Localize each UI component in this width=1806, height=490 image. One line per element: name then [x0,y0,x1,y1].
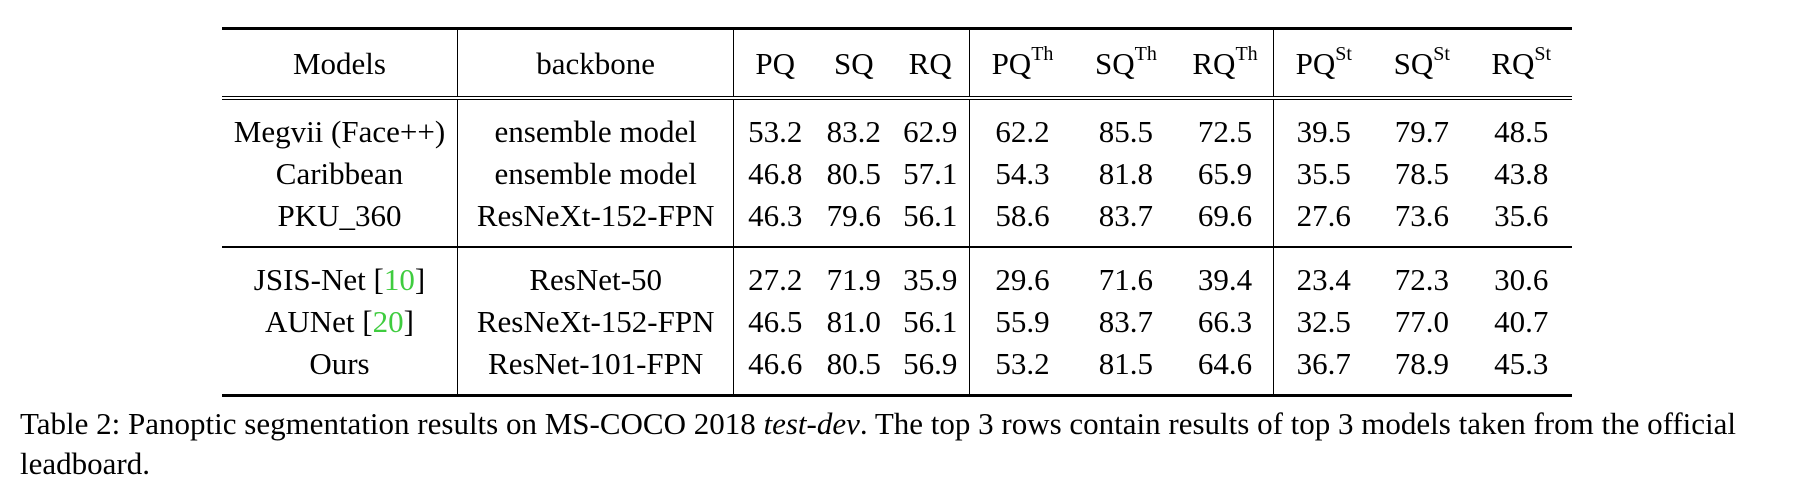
header-rq-th: RQTh [1192,42,1258,81]
header-pq-st: PQSt [1273,28,1374,98]
model-cell: Caribbean [275,155,404,191]
sq-st-cell: 79.7 [1394,113,1449,149]
caption-text-end: . The top 3 rows contain results of top … [20,406,1737,481]
sq-th-cell: 85.5 [1098,113,1154,149]
rq-cell: 56.9 [903,345,958,381]
header-pq: PQ [733,28,816,98]
rq-th-cell: 65.9 [1197,155,1253,191]
sq-st-cell: 73.6 [1394,197,1449,233]
header-row: Models backbone PQ SQ RQ PQTh SQTh RQTh … [222,28,1572,98]
model-cell: AUNet [20] [265,303,414,339]
pq-th-cell: 53.2 [968,342,1076,396]
caption-text-start: Table 2: Panoptic segmentation results o… [20,406,764,441]
pq-cell: 46.5 [733,300,816,342]
pq-th-cell: 62.2 [968,98,1076,152]
sq-th-cell: 83.7 [1098,197,1154,233]
sq-th-cell: 81.8 [1098,155,1154,191]
rq-st-cell: 40.7 [1494,303,1549,339]
rq-cell: 56.1 [903,303,958,339]
sq-cell: 79.6 [826,197,881,233]
rq-cell: 62.9 [903,113,958,149]
sq-cell: 80.5 [826,155,881,191]
rq-th-cell: 66.3 [1197,303,1253,339]
table-caption: Table 2: Panoptic segmentation results o… [20,404,1800,484]
pq-cell: 53.2 [733,98,816,152]
rq-st-cell: 43.8 [1494,155,1549,191]
backbone-cell: ensemble model [456,152,734,194]
pq-cell: 46.3 [733,194,816,247]
table-row-caribbean: Caribbean ensemble model 46.8 80.5 57.1 … [222,152,1572,194]
header-pq-th: PQTh [968,28,1076,98]
citation-link[interactable]: 10 [383,261,415,297]
pq-th-cell: 55.9 [968,300,1076,342]
header-sq-st: SQSt [1393,42,1450,81]
header-backbone: backbone [456,28,734,98]
results-table: Models backbone PQ SQ RQ PQTh SQTh RQTh … [222,27,1572,397]
sq-cell: 71.9 [826,261,881,297]
pq-th-cell: 58.6 [968,194,1076,247]
pq-cell: 46.6 [733,342,816,396]
pq-st-cell: 36.7 [1273,342,1374,396]
pq-cell: 27.2 [733,247,816,300]
header-models: Models [292,45,386,81]
rq-st-cell: 30.6 [1494,261,1549,297]
results-table-container: Models backbone PQ SQ RQ PQTh SQTh RQTh … [222,27,1572,397]
sq-cell: 80.5 [826,345,881,381]
sq-st-cell: 78.5 [1394,155,1449,191]
rq-cell: 56.1 [903,197,958,233]
sq-th-cell: 71.6 [1098,261,1154,297]
header-rq-st: RQSt [1491,42,1552,81]
sq-th-cell: 81.5 [1098,345,1154,381]
model-cell: PKU_360 [277,197,402,233]
pq-th-cell: 54.3 [968,152,1076,194]
rq-th-cell: 64.6 [1197,345,1253,381]
sq-st-cell: 72.3 [1394,261,1449,297]
sq-st-cell: 78.9 [1394,345,1449,381]
table-row-pku360: PKU_360 ResNeXt-152-FPN 46.3 79.6 56.1 5… [222,194,1572,247]
model-cell: JSIS-Net [10] [253,261,426,297]
caption-italic: test-dev [763,406,860,441]
header-rq: RQ [908,45,952,81]
pq-st-cell: 27.6 [1273,194,1374,247]
header-sq: SQ [833,45,874,81]
pq-st-cell: 39.5 [1273,98,1374,152]
pq-st-cell: 35.5 [1273,152,1374,194]
pq-st-cell: 32.5 [1273,300,1374,342]
table-row-ours: Ours ResNet-101-FPN 46.6 80.5 56.9 53.2 … [222,342,1572,396]
rq-st-cell: 48.5 [1494,113,1549,149]
backbone-cell: ensemble model [456,98,734,152]
table-row-aunet: AUNet [20] ResNeXt-152-FPN 46.5 81.0 56.… [222,300,1572,342]
sq-th-cell: 83.7 [1098,303,1154,339]
header-sq-th: SQTh [1094,42,1157,81]
backbone-cell: ResNet-101-FPN [456,342,734,396]
pq-th-cell: 29.6 [968,247,1076,300]
rq-th-cell: 72.5 [1197,113,1253,149]
rq-th-cell: 69.6 [1197,197,1253,233]
sq-cell: 81.0 [826,303,881,339]
backbone-cell: ResNet-50 [456,247,734,300]
backbone-cell: ResNeXt-152-FPN [456,300,734,342]
sq-st-cell: 77.0 [1394,303,1449,339]
pq-cell: 46.8 [733,152,816,194]
table-row-megvii: Megvii (Face++) ensemble model 53.2 83.2… [222,98,1572,152]
citation-link[interactable]: 20 [372,303,404,339]
rq-th-cell: 39.4 [1197,261,1253,297]
table-row-jsis-net: JSIS-Net [10] ResNet-50 27.2 71.9 35.9 2… [222,247,1572,300]
sq-cell: 83.2 [826,113,881,149]
pq-st-cell: 23.4 [1273,247,1374,300]
model-cell: Ours [309,345,370,381]
rq-st-cell: 35.6 [1494,197,1549,233]
rq-cell: 57.1 [903,155,958,191]
backbone-cell: ResNeXt-152-FPN [456,194,734,247]
model-cell: Megvii (Face++) [233,113,446,149]
rq-cell: 35.9 [903,261,958,297]
rq-st-cell: 45.3 [1494,345,1549,381]
